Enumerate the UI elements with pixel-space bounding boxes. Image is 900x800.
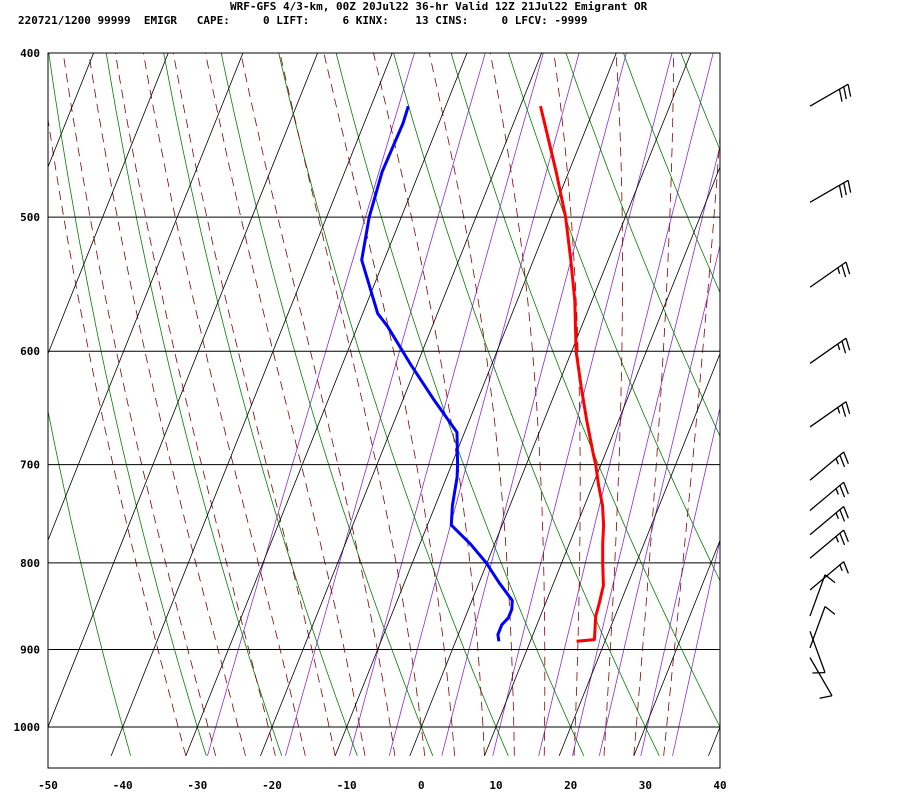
moist-adiabat [143,53,306,756]
mixing-ratio-line [441,53,627,756]
sounding-parameters: 220721/1200 99999 EMIGR CAPE: 0 LIFT: 6 … [18,14,588,27]
dry-adiabat [450,53,720,728]
temperature-tick-label: 30 [639,779,652,792]
temperature-tick-label: -30 [187,779,207,792]
moist-adiabat [88,53,246,756]
axes: 400 500 600 700 800 900 1000 -50 -40 -30 -20 -10 0 10… [14,47,727,792]
mixing-ratio-line [207,53,415,756]
moist-adiabat [428,53,515,756]
isotherm [48,53,244,542]
mixing-ratio-line [640,406,720,756]
dry-adiabat [105,53,283,756]
dry-adiabat [163,53,358,756]
dry-adiabat [393,53,660,756]
isotherm [260,53,542,756]
isotherm [185,53,468,756]
mixing-ratio-line [349,53,544,756]
dry-adiabat [220,53,434,756]
moist-adiabat [115,53,276,756]
temperature-tick-label: 20 [564,779,577,792]
moist-adiabat [633,53,674,756]
moist-adiabat [205,53,366,756]
moist-adiabat [373,53,485,756]
wind-barb [809,505,849,536]
isotherm [48,53,94,169]
wind-barb [809,337,851,364]
isotherm [110,53,393,756]
moist-adiabat [279,53,426,756]
wind-barb [809,83,852,107]
moist-adiabat [48,116,187,756]
pressure-tick-label: 900 [20,643,40,656]
mixing-ratio-line [388,53,580,756]
dry-adiabat [623,53,720,294]
dry-adiabat [508,53,720,582]
dry-adiabat [48,53,207,756]
temperature-tick-label: -10 [337,779,357,792]
moist-adiabat [323,53,455,756]
moist-adiabat [172,53,336,756]
dry-adiabat [565,53,720,438]
temperature-tick-label: 10 [489,779,502,792]
wind-barb [809,451,849,481]
temperature-trace [539,105,606,643]
wind-barb [809,606,836,649]
wind-barb [809,481,849,511]
pressure-tick-label: 800 [20,557,40,570]
isotherm [484,165,720,756]
isotherm [0,53,19,756]
chart-title: WRF-GFS 4/3-km, 00Z 20Jul22 36-hr Valid … [230,0,648,13]
dewpoint-trace [360,105,514,642]
isotherm [48,53,169,355]
moist-adiabat [663,131,720,756]
isotherm [334,53,617,756]
temperature-tick-label: -20 [262,779,282,792]
grid [47,52,721,769]
moist-adiabat [603,53,623,756]
mixing-ratio-line [285,53,486,756]
isotherm [708,725,720,756]
dry-adiabat [335,53,585,756]
moist-adiabat [240,53,396,756]
dry-adiabat [278,53,509,756]
temperature-tick-label: 0 [418,779,425,792]
isotherm [633,539,720,756]
wind-barb [809,401,851,428]
wind-barb [809,179,852,203]
isotherm [409,53,692,756]
wind-barb [809,631,826,674]
dry-adiabat [48,409,132,756]
traces [360,105,606,643]
pressure-tick-label: 700 [20,459,40,472]
wind-barbs [809,83,852,699]
pressure-tick-label: 600 [20,345,40,358]
temperature-tick-label: 40 [713,779,726,792]
wind-barb [809,261,851,288]
moist-adiabat [553,53,581,756]
dry-adiabat [853,53,900,756]
pressure-tick-label: 1000 [14,721,41,734]
isotherm [48,53,318,729]
dry-adiabat [796,53,900,756]
pressure-tick-label: 400 [20,47,40,60]
wind-barb [809,574,836,617]
moist-adiabat [62,53,217,756]
pressure-tick-label: 500 [20,211,40,224]
mixing-ratio-line [538,53,714,756]
temperature-tick-label: -40 [113,779,133,792]
mixing-ratio-line [672,538,720,756]
isotherm [558,352,720,756]
temperature-tick-label: -50 [38,779,58,792]
wind-barb [809,657,833,699]
plot-frame [47,52,721,769]
moist-adiabat [489,53,546,756]
dry-adiabat [680,53,720,151]
dry-adiabat [738,53,900,756]
wind-barb [809,529,849,559]
mixing-ratio-line [492,53,673,756]
wind-barb [809,561,849,591]
mixing-ratio-line [598,243,720,756]
background-lines [0,53,900,756]
